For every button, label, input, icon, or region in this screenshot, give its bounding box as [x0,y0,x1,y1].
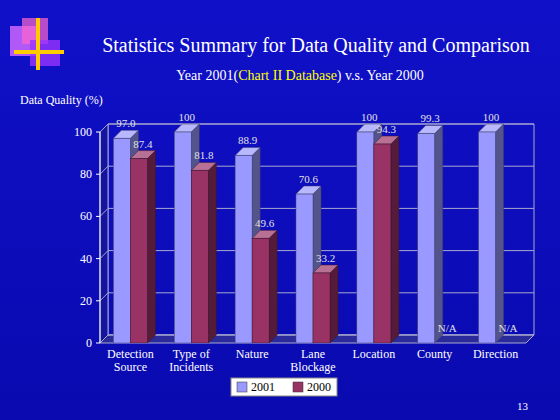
category-line: Direction [473,347,518,361]
bar-top [252,230,277,238]
category-label: DetectionSource [107,347,154,374]
data-label: 70.6 [299,173,319,185]
bar [357,132,374,343]
subtitle-part: Year 2001( [176,68,238,84]
tick-label: 40 [80,252,92,266]
tick-label: 80 [80,167,92,181]
tick-mark [96,216,100,217]
subtitle-highlight: Chart II Database [238,68,337,83]
data-labels: 97.0 100 88.9 70.6 100 99.3 100 87.4 81.8 49.6 33.… [116,111,517,334]
category-line: Source [114,360,147,374]
legend-label: 2001 [251,380,275,394]
bar [252,238,269,343]
data-label: N/A [499,322,518,334]
category-line: Nature [236,347,269,361]
bar-side [435,125,443,343]
tick-label: 100 [74,125,92,139]
bar [296,194,313,343]
chart: Statistics Summary for Data Quality and … [0,0,560,420]
logo-bar [14,50,64,54]
bar [418,133,435,343]
category-label: LaneBlockage [290,347,335,374]
category-label: Location [353,347,396,361]
bar [191,170,208,343]
category-line: Location [353,347,396,361]
y-axis [100,132,101,343]
bar [113,138,130,343]
page-number: 13 [517,400,529,412]
bar-top [418,125,443,133]
data-label: 33.2 [316,252,335,264]
bar [174,132,191,343]
bar [374,144,391,343]
tick-label: 60 [80,209,92,223]
category-line: Lane [301,347,325,361]
data-label: 97.0 [116,117,136,129]
logo-bar [36,18,40,70]
category-label: County [417,347,452,361]
tick-mark [96,343,100,344]
data-label: 99.3 [421,112,441,124]
tick-mark [96,132,100,133]
category-label: Direction [473,347,518,361]
bar [130,159,147,343]
data-label: 87.4 [133,138,153,150]
legend-label: 2000 [307,380,331,394]
bar-top [296,186,321,194]
data-label: 100 [179,111,196,123]
subtitle-part: ) v.s. Year 2000 [337,68,424,84]
bar [313,273,330,343]
legend-box [231,378,337,396]
bar-side [147,151,155,343]
background [0,0,560,420]
tick-mark [96,258,100,259]
bar [235,155,252,343]
bar-top [374,136,399,144]
data-label: 94.3 [377,123,397,135]
category-label: Nature [236,347,269,361]
tick-label: 20 [80,294,92,308]
legend-swatch [293,382,303,392]
bar-top [479,124,504,132]
tick-label: 0 [86,336,92,350]
data-label: 100 [361,111,378,123]
bar [479,132,496,343]
bar-side [391,136,399,343]
bar-top [174,124,199,132]
data-label: N/A [438,322,457,334]
bar-top [235,147,260,155]
logo [10,18,64,70]
legend-swatch [237,382,247,392]
category-line: Type of [173,347,210,361]
data-label: 88.9 [238,134,258,146]
category-line: Incidents [169,360,213,374]
title: Statistics Summary for Data Quality and … [102,34,530,57]
grid-line [100,124,534,132]
bar-side [330,265,338,343]
bar-top [313,265,338,273]
tick-mark [96,300,100,301]
bar-top [191,162,216,170]
data-label: 100 [483,111,500,123]
category-label: Type ofIncidents [169,347,213,374]
tick-mark [96,174,100,175]
data-label: 81.8 [194,149,214,161]
side-wall [100,124,108,343]
data-label: 49.6 [255,217,275,229]
category-line: Detection [107,347,154,361]
legend: 2001 2000 [231,378,337,396]
bar-side [269,230,277,343]
category-line: Blockage [290,360,335,374]
subtitle: Year 2001(Chart II Database) v.s. Year 2… [176,68,424,84]
bar-top [130,151,155,159]
bar-side [496,124,504,343]
category-line: County [417,347,452,361]
bar-side [208,162,216,343]
bars [113,124,503,343]
y-axis-title: Data Quality (%) [20,93,103,107]
